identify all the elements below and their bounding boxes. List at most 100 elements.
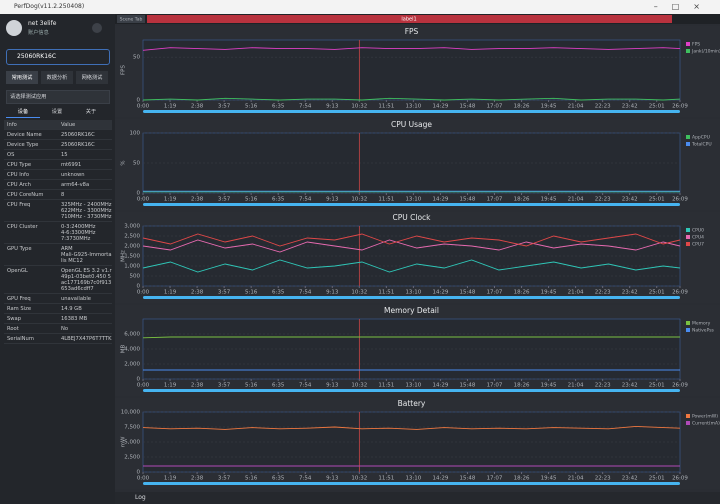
time-slider[interactable] [143, 482, 680, 485]
scene-tab[interactable] [117, 15, 145, 23]
x-tick-label: 13:10 [405, 104, 421, 110]
tab[interactable]: 设置 [51, 109, 63, 115]
x-tick-label: 10:32 [351, 290, 367, 296]
x-tick-label: 23:42 [622, 476, 638, 482]
y-tick-label: 0 [137, 377, 141, 383]
time-slider[interactable] [143, 203, 680, 206]
tab[interactable]: 关于 [85, 109, 97, 115]
info-cell: mt6991 [60, 161, 82, 168]
x-tick-label: 9:13 [326, 197, 339, 203]
info-cell: unavailable [60, 295, 91, 302]
info-row: Ram Size 14.9 GB [4, 304, 112, 314]
log-bar[interactable]: Log [115, 492, 720, 504]
tab[interactable]: 数据分析 [41, 71, 73, 84]
tab[interactable]: 常用测试 [6, 71, 38, 84]
info-cell: Root [7, 325, 19, 332]
x-tick-label: 17:07 [487, 290, 503, 296]
x-tick-label: 25:01 [649, 476, 665, 482]
x-tick-label: 22:23 [595, 476, 611, 482]
x-tick-label: 11:51 [378, 104, 394, 110]
chart-title: Memory Detail [384, 306, 439, 315]
info-cell: 25060RK16C [60, 141, 95, 148]
info-cell: 0-3:2400MHz 4-6:3300MHz 7:3730MHz [60, 223, 96, 242]
info-cell: CPU Cluster [7, 223, 38, 230]
x-tick-label: 5:16 [245, 197, 258, 203]
info-cell: 25060RK16C [60, 131, 95, 138]
x-tick-label: 2:38 [191, 290, 204, 296]
series-line [142, 233, 681, 247]
x-tick-label: 10:32 [351, 476, 367, 482]
device-select[interactable]: 25060RK16C [6, 49, 110, 65]
y-tick-label: 0 [137, 191, 141, 197]
info-cell: Ram Size [7, 305, 32, 312]
app-select[interactable]: 请选择测试应用 [6, 90, 110, 104]
x-tick-label: 21:04 [568, 104, 584, 110]
x-tick-label: 6:35 [272, 383, 285, 389]
time-slider[interactable] [143, 110, 680, 113]
x-tick-label: 1:19 [164, 104, 177, 110]
legend-label: FPS [692, 42, 700, 48]
x-tick-label: 0:00 [137, 104, 150, 110]
x-tick-label: 15:48 [460, 476, 476, 482]
tab[interactable]: 设备 [6, 108, 40, 118]
info-cell: arm64-v8a [60, 181, 90, 188]
x-tick-label: 15:48 [460, 383, 476, 389]
x-tick-label: 22:23 [595, 383, 611, 389]
y-axis-label: MHz [121, 250, 127, 262]
series-line [142, 239, 681, 253]
x-tick-label: 14:29 [432, 476, 448, 482]
x-tick-label: 26:09 [672, 476, 688, 482]
window-title: PerfDog(v11.2.250408) [14, 3, 85, 10]
x-tick-label: 25:01 [649, 104, 665, 110]
y-tick-label: 10,000 [121, 410, 141, 416]
y-tick-label: 4,000 [124, 347, 140, 353]
legend-label: AppCPU [692, 135, 710, 141]
y-axis-label: mW [121, 436, 127, 447]
y-tick-label: 1,500 [124, 254, 140, 260]
x-tick-label: 2:38 [191, 383, 204, 389]
x-tick-label: 5:16 [245, 383, 258, 389]
legend-label: TotalCPU [691, 142, 712, 148]
scene-tab-label: Scene Tab [120, 17, 143, 23]
info-cell: CPU Arch [7, 181, 31, 188]
time-slider[interactable] [143, 389, 680, 392]
x-tick-label: 25:01 [649, 197, 665, 203]
info-cell: CPU Type [7, 161, 32, 168]
x-tick-label: 3:57 [218, 476, 231, 482]
legend-swatch [686, 142, 690, 146]
info-cell: No [60, 325, 69, 332]
info-row: Device Name 25060RK16C [4, 130, 112, 140]
close-button[interactable] [92, 23, 102, 33]
x-tick-label: 0:00 [137, 476, 150, 482]
x-tick-label: 13:10 [405, 197, 421, 203]
time-slider[interactable] [143, 296, 680, 299]
x-tick-label: 15:48 [460, 104, 476, 110]
legend-label: Current(mA) [692, 421, 720, 427]
tab[interactable]: 网络测试 [76, 71, 108, 84]
account-info[interactable]: 账户信息 [28, 30, 49, 36]
legend-swatch [686, 414, 690, 418]
x-tick-label: 17:07 [487, 197, 503, 203]
info-cell: 15 [60, 151, 68, 158]
y-tick-label: 2,500 [124, 455, 140, 461]
label-tab-label: label1 [401, 17, 416, 23]
legend-swatch [686, 135, 690, 139]
x-tick-label: 7:54 [299, 104, 312, 110]
x-tick-label: 10:32 [351, 197, 367, 203]
x-tick-label: 2:38 [191, 104, 204, 110]
info-cell: CPU Freq [7, 201, 31, 208]
chart-title: CPU Usage [391, 120, 432, 129]
log-label: Log [135, 494, 146, 501]
x-tick-label: 11:51 [378, 476, 394, 482]
window-buttons[interactable]: –□× [653, 2, 714, 11]
x-tick-label: 1:19 [164, 290, 177, 296]
series-line [142, 97, 681, 101]
avatar [6, 20, 22, 36]
x-tick-label: 15:48 [460, 290, 476, 296]
y-tick-label: 6,000 [124, 332, 140, 338]
info-row: CPU Freq 325MHz - 2400MHz 622MHz - 3300MH… [4, 200, 112, 222]
series-line [142, 425, 681, 430]
info-cell: GPU Freq [7, 295, 31, 302]
x-tick-label: 26:09 [672, 104, 688, 110]
x-tick-label: 21:04 [568, 290, 584, 296]
